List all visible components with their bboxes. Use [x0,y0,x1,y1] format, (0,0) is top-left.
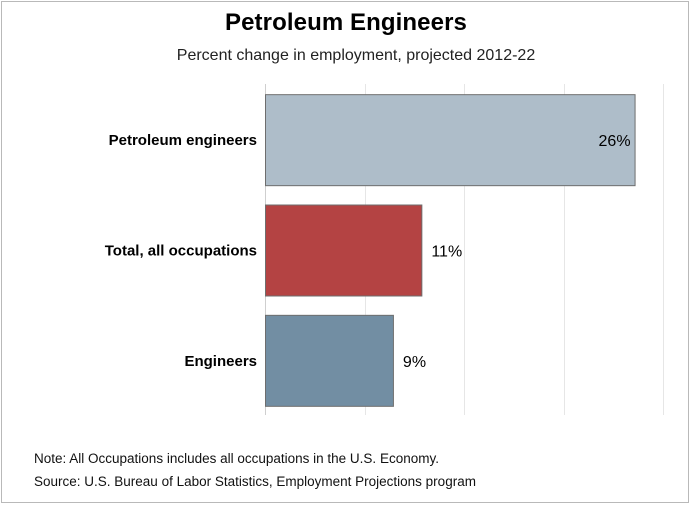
category-label: Engineers [184,353,257,370]
data-label: 11% [431,244,462,261]
category-label: Total, all occupations [105,243,257,260]
chart-source: Source: U.S. Bureau of Labor Statistics,… [34,474,476,489]
data-label: 26% [599,133,631,150]
bar-total-all-occupations [265,204,423,297]
category-label: Petroleum engineers [109,132,257,149]
bar-petroleum-engineers [265,94,636,187]
data-label: 9% [403,354,426,371]
chart-title: Petroleum Engineers [225,9,467,36]
chart-subtitle: Percent change in employment, projected … [176,47,536,64]
bar-engineers [265,314,394,407]
chart-note: Note: All Occupations includes all occup… [34,451,439,466]
